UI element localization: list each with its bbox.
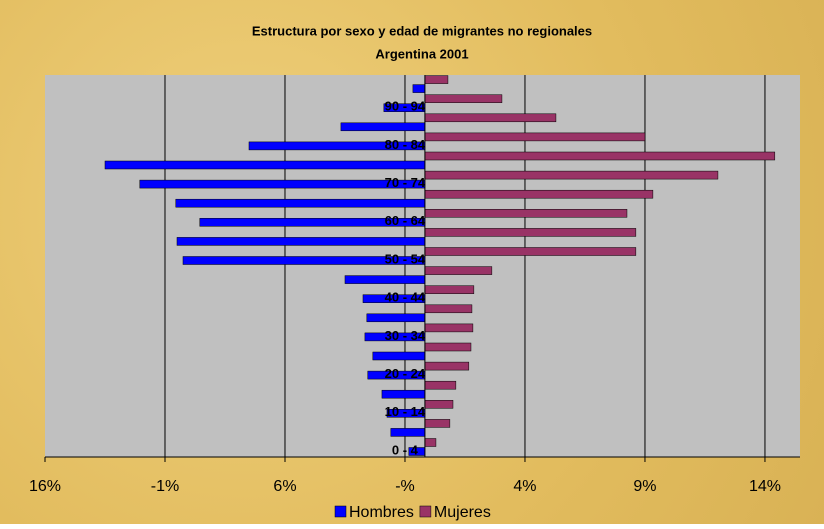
bar — [424, 170, 719, 180]
bar — [424, 75, 449, 84]
chart-subtitle: Argentina 2001 — [375, 46, 468, 61]
x-tick-label: 4% — [513, 478, 536, 495]
bar — [424, 438, 437, 447]
bar — [424, 419, 451, 428]
bar — [424, 323, 474, 333]
y-tick-label: 90 - 94 — [385, 99, 426, 114]
y-tick-label: 40 - 44 — [385, 290, 426, 305]
y-tick-label: 10 - 14 — [385, 404, 426, 419]
bar — [372, 351, 426, 361]
bar — [424, 304, 473, 314]
x-tick-label: 9% — [633, 478, 656, 495]
legend-label: Hombres — [349, 504, 414, 521]
bar — [424, 361, 470, 371]
bar — [340, 122, 426, 132]
x-tick-label: -1% — [151, 478, 179, 495]
bar — [381, 389, 426, 399]
bar — [344, 275, 426, 284]
x-tick-label: 14% — [749, 478, 781, 495]
bar — [424, 342, 472, 352]
bar — [412, 84, 426, 93]
x-tick-label: -% — [395, 478, 415, 495]
bar — [175, 198, 426, 208]
bar — [176, 237, 426, 246]
x-tick-label: 16% — [29, 478, 61, 495]
chart-title: Estructura por sexo y edad de migrantes … — [252, 23, 592, 38]
bar — [424, 151, 776, 161]
bar — [424, 247, 637, 256]
legend-label: Mujeres — [434, 504, 491, 521]
y-tick-label: 70 - 74 — [385, 175, 426, 190]
legend-swatch — [419, 505, 432, 518]
bar — [366, 313, 426, 323]
legend-swatch — [334, 505, 347, 518]
y-tick-label: 30 - 34 — [385, 328, 426, 343]
bar — [424, 380, 457, 390]
bar — [139, 179, 426, 189]
y-tick-label: 20 - 24 — [385, 366, 426, 381]
bar — [424, 113, 557, 123]
x-tick-label: 6% — [273, 478, 296, 495]
bar — [424, 209, 628, 218]
bar — [424, 285, 475, 294]
y-tick-label: 0 - 4 — [392, 442, 419, 457]
y-tick-label: 60 - 64 — [385, 213, 426, 228]
bar — [424, 228, 637, 237]
bar — [424, 400, 454, 409]
bar — [424, 132, 646, 142]
bar — [424, 189, 654, 199]
y-tick-label: 50 - 54 — [385, 251, 426, 266]
y-tick-label: 80 - 84 — [385, 137, 426, 152]
bar — [104, 160, 426, 170]
bar — [424, 94, 503, 103]
bar — [424, 266, 493, 275]
bar — [390, 428, 426, 437]
